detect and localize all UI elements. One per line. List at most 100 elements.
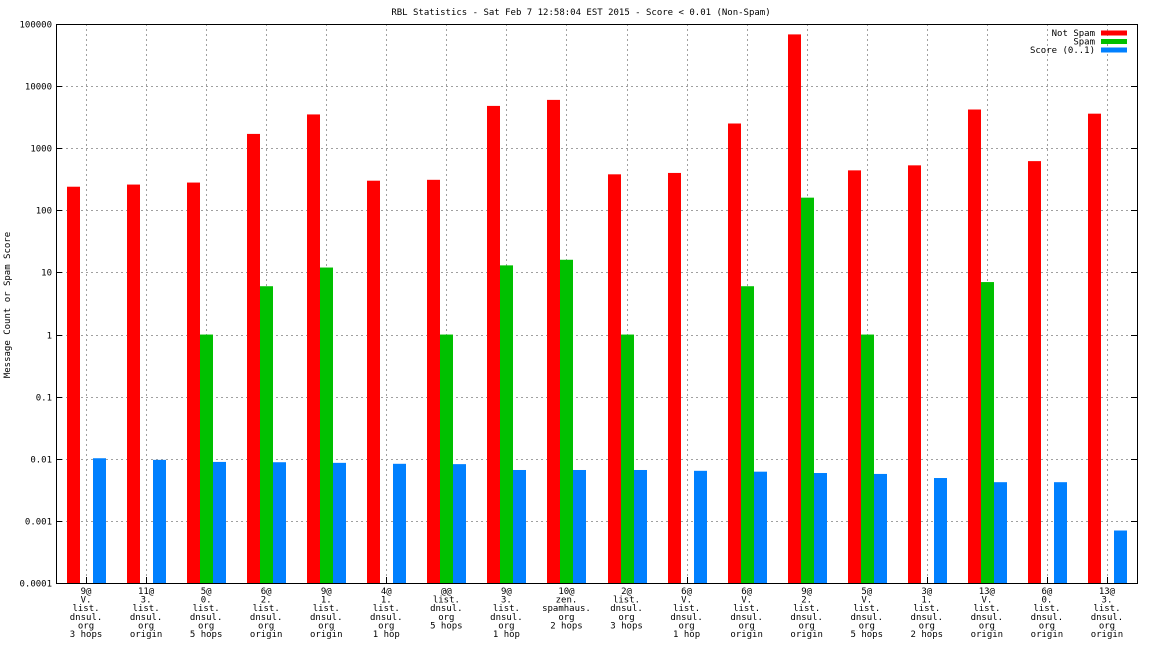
- bar-score-0-1: [874, 473, 887, 583]
- x-tick-label: 10@ zen. spamhaus. org 2 hops: [542, 587, 591, 631]
- bar-score-0-1: [513, 469, 526, 583]
- x-tick-label-line: V.: [981, 596, 992, 606]
- x-tick-label-line: list.: [433, 596, 460, 606]
- bar-spam: [801, 197, 814, 583]
- x-tick-label-line: origin: [1091, 630, 1124, 640]
- bar-spam: [861, 334, 874, 583]
- x-tick-label-line: list.: [673, 604, 700, 614]
- x-tick-label-line: list.: [973, 604, 1000, 614]
- bar-not-spam: [367, 180, 380, 584]
- x-tick-label-line: org: [1039, 621, 1055, 631]
- x-tick-label: 5@ 0. list. dnsul. org 5 hops: [190, 587, 223, 640]
- x-tick-label-line: 5@: [201, 587, 212, 597]
- x-tick-label-line: dnsul.: [730, 613, 763, 623]
- x-tick-label-line: 1 hop: [493, 630, 520, 640]
- bar-score-0-1: [213, 461, 226, 583]
- x-tick-label-line: org: [859, 621, 875, 631]
- x-tick-label-line: 9@: [501, 587, 512, 597]
- x-tick-label-line: org: [258, 621, 274, 631]
- x-tick-label-line: dnsul.: [190, 613, 223, 623]
- x-tick-label-line: 6@: [1041, 587, 1052, 597]
- y-tick-label: 0.01: [30, 456, 52, 466]
- x-tick-label-line: org: [678, 621, 694, 631]
- legend-label: Not Spam: [1052, 29, 1095, 39]
- x-tick-label-line: list.: [373, 604, 400, 614]
- x-tick-label-line: dnsul.: [971, 613, 1004, 623]
- x-tick-label-line: org: [799, 621, 815, 631]
- y-tick-label: 100000: [19, 21, 52, 31]
- x-tick-label-line: list.: [253, 604, 280, 614]
- bar-not-spam: [1088, 113, 1101, 584]
- legend-label: Score (0..1): [1030, 46, 1095, 56]
- x-tick-label-line: dnsul.: [130, 613, 163, 623]
- x-tick-label-line: 1.: [921, 596, 932, 606]
- x-tick-label-line: 2.: [801, 596, 812, 606]
- x-tick-label-line: 5 hops: [430, 621, 463, 631]
- x-tick-label-line: 2@: [621, 587, 632, 597]
- x-tick-label-line: list.: [733, 604, 760, 614]
- bar-not-spam: [908, 165, 921, 583]
- bar-score-0-1: [333, 462, 346, 583]
- x-tick-label-line: 4@: [381, 587, 392, 597]
- x-tick-label: 6@ V. list. dnsul. org 1 hop: [670, 587, 703, 640]
- x-tick-label: 6@ 0. list. dnsul. org origin: [1031, 587, 1064, 640]
- x-tick-label-line: 3.: [501, 596, 512, 606]
- bar-not-spam: [307, 114, 320, 583]
- x-tick-label-line: origin: [250, 630, 283, 640]
- x-tick-label-line: org: [198, 621, 214, 631]
- y-tick-label: 1000: [30, 145, 52, 155]
- x-tick-label: 13@ V. list. dnsul. org origin: [971, 587, 1004, 640]
- x-tick-label-line: dnsul.: [670, 613, 703, 623]
- x-tick-label-line: org: [739, 621, 755, 631]
- bar-score-0-1: [453, 464, 466, 583]
- x-tick-label-line: 6@: [741, 587, 752, 597]
- x-tick-label-line: 3@: [921, 587, 932, 597]
- x-tick-label-line: 1 hop: [373, 630, 400, 640]
- y-tick-label: 10: [41, 269, 52, 279]
- bar-score-0-1: [634, 469, 647, 583]
- bar-not-spam: [187, 182, 200, 583]
- x-tick-label-line: dnsul.: [610, 604, 643, 614]
- x-tick-label-line: dnsul.: [430, 604, 463, 614]
- x-tick-label-line: 0.: [1041, 596, 1052, 606]
- x-tick-label-line: list.: [313, 604, 340, 614]
- x-tick-label-line: @@: [441, 587, 452, 597]
- legend-swatch: [1101, 39, 1127, 44]
- x-tick-label-line: 6@: [681, 587, 692, 597]
- x-tick-label-line: dnsul.: [850, 613, 883, 623]
- chart-title: RBL Statistics - Sat Feb 7 12:58:04 EST …: [391, 8, 770, 18]
- y-tick-label: 1: [47, 332, 52, 342]
- bar-not-spam: [1028, 161, 1041, 583]
- x-tick-label-line: dnsul.: [1031, 613, 1064, 623]
- x-tick-label-line: origin: [790, 630, 823, 640]
- x-tick-label-line: 3.: [1102, 596, 1113, 606]
- bar-spam: [500, 265, 513, 583]
- bar-spam: [260, 286, 273, 583]
- x-tick-label-line: list.: [133, 604, 160, 614]
- bar-not-spam: [848, 170, 861, 583]
- x-tick-label-line: org: [919, 621, 935, 631]
- bar-score-0-1: [934, 478, 947, 583]
- x-tick-label-line: org: [438, 613, 454, 623]
- x-tick-label-line: origin: [971, 630, 1004, 640]
- x-tick-label-line: origin: [310, 630, 343, 640]
- x-tick-label: 4@ 1. list. dnsul. org 1 hop: [370, 587, 403, 640]
- x-tick-label-line: spamhaus.: [542, 604, 591, 614]
- x-tick-label: 9@ 3. list. dnsul. org 1 hop: [490, 587, 523, 640]
- x-tick-label-line: 3 hops: [610, 621, 643, 631]
- x-tick-label: 5@ V. list. dnsul. org 5 hops: [850, 587, 883, 640]
- legend-swatch: [1101, 47, 1127, 53]
- bar-score-0-1: [994, 482, 1007, 583]
- x-tick-label-line: origin: [1031, 630, 1064, 640]
- x-tick-label-line: 9@: [81, 587, 92, 597]
- x-tick-label-line: 2 hops: [911, 630, 944, 640]
- bar-spam: [560, 259, 573, 583]
- x-tick-label-line: list.: [493, 604, 520, 614]
- y-tick-labels: 0.0001 0.001 0.01 0.1 1 10 100 1000 10000 100000: [19, 21, 52, 590]
- bars: [67, 34, 1127, 584]
- x-tick-label: 6@ V. list. dnsul. org origin: [730, 587, 763, 640]
- bar-score-0-1: [1054, 482, 1067, 583]
- x-tick-label-line: list.: [193, 604, 220, 614]
